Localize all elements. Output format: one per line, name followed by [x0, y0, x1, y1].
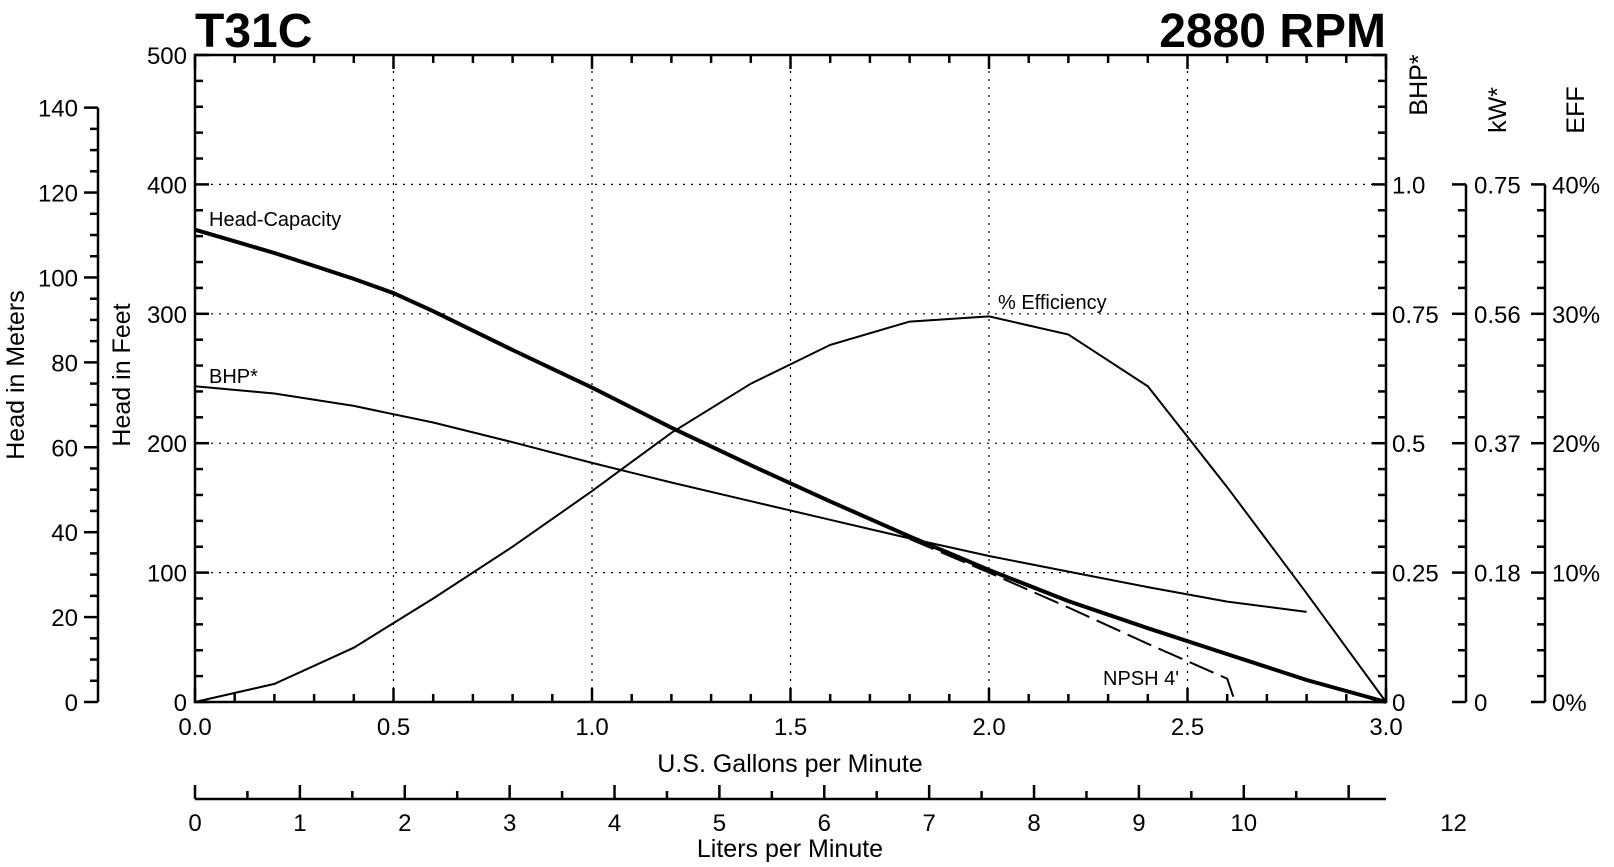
- meters-tick-label: 0: [65, 690, 78, 717]
- meters-tick-label: 20: [51, 605, 78, 632]
- x-tick-label: 2.0: [972, 714, 1005, 741]
- eff-axis-title: EFF: [1562, 86, 1590, 133]
- liters-tick-label: 5: [713, 810, 726, 837]
- liters-tick-label: 7: [922, 810, 935, 837]
- liters-tick-label: 9: [1132, 810, 1145, 837]
- curves-layer: [194, 227, 1387, 704]
- feet-tick-label: 500: [147, 43, 187, 70]
- bhp-tick-label: 0: [1392, 690, 1405, 717]
- meters-tick-label: 40: [51, 520, 78, 547]
- meters-tick-label: 60: [51, 435, 78, 462]
- kw-tick-label: 0.75: [1474, 172, 1521, 199]
- bhp-tick-label: 0.25: [1392, 561, 1439, 588]
- x-tick-label: 0.5: [377, 714, 410, 741]
- kw-axis-title: kW*: [1484, 87, 1512, 133]
- eff-tick-label: 10%: [1552, 561, 1600, 588]
- liters-tick-label: 0: [188, 810, 201, 837]
- meters-tick-label: 80: [51, 350, 78, 377]
- meters-tick-label: 120: [38, 181, 78, 208]
- liters-tick-label: 3: [503, 810, 516, 837]
- liters-tick-label: 2: [398, 810, 411, 837]
- x-tick-label: 3.0: [1369, 714, 1402, 741]
- x-tick-label: 0.0: [178, 714, 211, 741]
- head-capacity-curve: [194, 227, 1387, 704]
- x2-axis-title: Liters per Minute: [697, 835, 883, 863]
- eff-tick-label: 30%: [1552, 302, 1600, 329]
- liters-tick-label: 4: [608, 810, 621, 837]
- feet-tick-label: 400: [147, 172, 187, 199]
- eff-tick-label: 0%: [1552, 690, 1587, 717]
- chart-title-model: T31C: [195, 5, 312, 58]
- feet-tick-label: 100: [147, 561, 187, 588]
- y-axis-title-feet: Head in Feet: [108, 303, 136, 446]
- eff-tick-label: 20%: [1552, 431, 1600, 458]
- bhp-curve-label: BHP*: [209, 366, 258, 388]
- meters-tick-label: 140: [38, 96, 78, 123]
- feet-tick-label: 200: [147, 431, 187, 458]
- y-axis-title-meters: Head in Meters: [2, 290, 30, 460]
- head-capacity-label: Head-Capacity: [209, 209, 341, 231]
- bhp-tick-label: 0.5: [1392, 431, 1425, 458]
- x-tick-label: 1.5: [774, 714, 807, 741]
- kw-tick-label: 0.37: [1474, 431, 1521, 458]
- feet-tick-label: 0: [174, 690, 187, 717]
- kw-tick-label: 0.18: [1474, 561, 1521, 588]
- chart-title-rpm: 2880 RPM: [1159, 5, 1386, 58]
- bhp-axis-title: BHP*: [1405, 54, 1433, 115]
- liters-tick-label: 10: [1230, 810, 1257, 837]
- bhp-tick-label: 0.75: [1392, 302, 1439, 329]
- x-tick-label: 2.5: [1171, 714, 1204, 741]
- liters-tick-label: 1: [293, 810, 306, 837]
- feet-tick-label: 300: [147, 302, 187, 329]
- efficiency-curve-label: % Efficiency: [998, 292, 1107, 314]
- bhp-curve: [194, 385, 1307, 613]
- grid-layer: [195, 55, 1386, 702]
- liters-tick-label: 8: [1027, 810, 1040, 837]
- npsh-curve: [909, 538, 1237, 703]
- labels-layer: T31C 2880 RPM U.S. Gallons per Minute Li…: [2, 5, 1590, 863]
- axes-layer: 0.0 0.5 1.0 1.5 2.0 2.5 3.00 1 2 3 4 5 6 7 8 9 10 1201002…: [38, 43, 1600, 837]
- liters-tick-label: 6: [818, 810, 831, 837]
- x-tick-label: 1.0: [575, 714, 608, 741]
- bhp-tick-label: 1.0: [1392, 172, 1425, 199]
- x-axis-title: U.S. Gallons per Minute: [657, 750, 922, 778]
- efficiency-curve: [194, 315, 1387, 703]
- npsh-curve-label: NPSH 4': [1103, 668, 1179, 690]
- meters-tick-label: 100: [38, 265, 78, 292]
- liters-tick-label: 12: [1440, 810, 1467, 837]
- kw-tick-label: 0: [1474, 690, 1487, 717]
- eff-tick-label: 40%: [1552, 172, 1600, 199]
- kw-tick-label: 0.56: [1474, 302, 1521, 329]
